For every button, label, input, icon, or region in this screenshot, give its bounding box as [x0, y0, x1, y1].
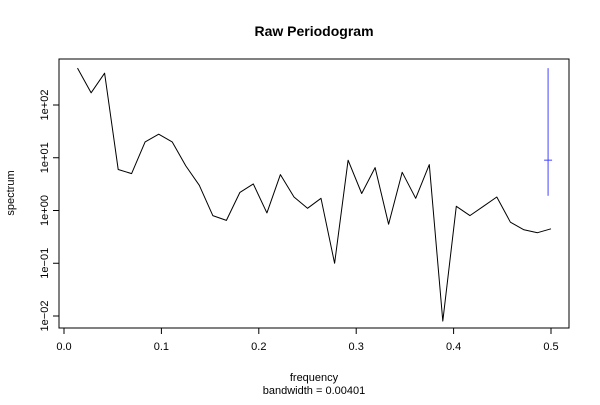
x-tick-label: 0.4: [446, 341, 461, 353]
y-tick-label: 1e−01: [39, 248, 51, 279]
spectrum-line: [77, 67, 552, 322]
y-axis: 1e−02 1e−01 1e+00 1e+01 1e+02: [39, 90, 59, 332]
y-tick-label: 1e+00: [39, 195, 51, 226]
bandwidth-label: bandwidth = 0.00401: [263, 385, 365, 397]
chart-title: Raw Periodogram: [254, 23, 373, 39]
x-tick-label: 0.5: [543, 341, 558, 353]
y-tick-label: 1e−02: [39, 301, 51, 332]
x-axis: 0.0 0.1 0.2 0.3 0.4 0.5: [56, 328, 559, 353]
x-tick-label: 0.1: [154, 341, 169, 353]
y-tick-label: 1e+02: [39, 90, 51, 121]
y-tick-label: 1e+01: [39, 142, 51, 173]
confidence-interval: [544, 68, 553, 196]
x-tick-label: 0.2: [251, 341, 266, 353]
series-layer: [77, 67, 552, 322]
y-axis-title: spectrum: [5, 170, 17, 215]
x-axis-title: frequency: [290, 372, 339, 384]
x-tick-label: 0.3: [349, 341, 364, 353]
x-tick-label: 0.0: [56, 341, 71, 353]
plot-frame: [58, 58, 570, 329]
